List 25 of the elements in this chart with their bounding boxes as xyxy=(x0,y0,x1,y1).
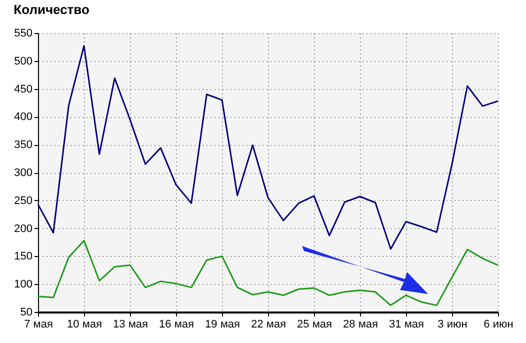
y-tick-label: 450 xyxy=(14,83,32,96)
x-tick-label: 19 мая xyxy=(205,318,240,330)
x-tick-label: 7 мая xyxy=(24,318,53,330)
x-tick-label: 3 июн xyxy=(438,318,468,330)
x-tick-label: 28 мая xyxy=(343,318,378,330)
y-tick-label: 350 xyxy=(14,139,32,152)
y-tick-label: 300 xyxy=(14,167,32,179)
y-tick-label: 400 xyxy=(14,111,32,124)
y-tick-label: 100 xyxy=(14,278,32,291)
x-tick-label: 31 мая xyxy=(389,318,424,330)
line-series xyxy=(37,45,499,250)
y-tick-label: 550 xyxy=(14,28,32,40)
y-tick-label: 500 xyxy=(14,55,32,68)
x-tick-label: 22 мая xyxy=(251,318,286,330)
y-tick-label: 250 xyxy=(14,194,32,207)
x-tick-label: 13 мая xyxy=(113,318,148,330)
y-tick-label: 150 xyxy=(14,250,32,263)
y-tick-label: 50 xyxy=(20,306,32,318)
line-series xyxy=(37,240,499,306)
x-tick-label: 25 мая xyxy=(297,318,332,330)
y-tick-label: 200 xyxy=(14,222,32,235)
chart-title: Количество xyxy=(14,2,90,17)
x-tick-label: 16 мая xyxy=(159,318,194,330)
x-tick-label: 10 мая xyxy=(67,318,102,330)
x-tick-label: 6 июн xyxy=(484,318,514,330)
